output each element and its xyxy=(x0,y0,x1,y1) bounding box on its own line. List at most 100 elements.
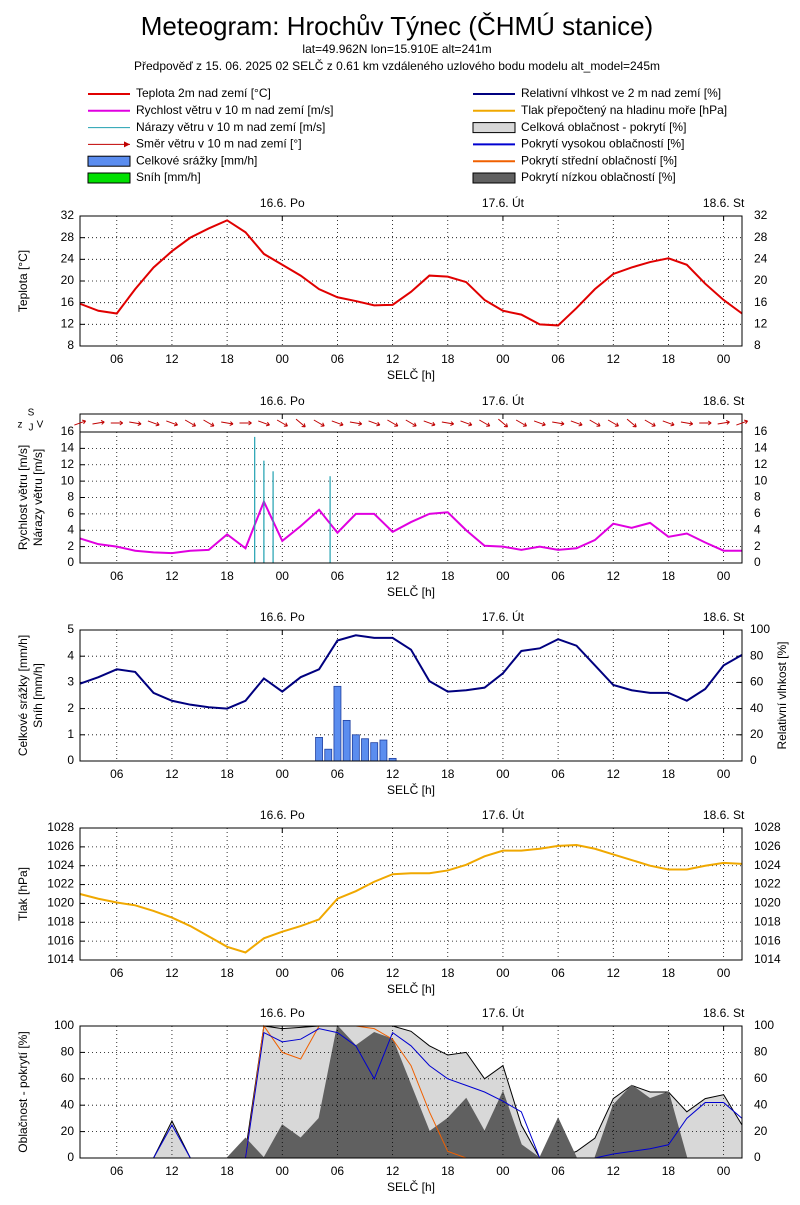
panel: Celkové srážky [mm/h] Sníh [mm/h] Relativn… xyxy=(16,609,789,797)
y-tick-label-right: 20 xyxy=(754,273,768,287)
x-tick-label: 18 xyxy=(220,1164,234,1178)
x-tick-label: 00 xyxy=(496,1164,510,1178)
line xyxy=(79,843,743,954)
y-tick-label-right: 4 xyxy=(754,522,761,536)
wind-arrow xyxy=(515,419,527,427)
wind-arrow xyxy=(405,419,417,427)
x-tick-label: 00 xyxy=(717,1164,731,1178)
x-axis-label: SELČ [h] xyxy=(387,584,435,599)
x-tick-label: 12 xyxy=(607,966,621,980)
legend-label: Nárazy větru v 10 m nad zemí [m/s] xyxy=(136,120,325,134)
x-tick-label: 18 xyxy=(662,569,676,583)
y2-tick-label: 40 xyxy=(750,701,764,715)
location: lat=49.962N lon=15.910E alt=241m xyxy=(302,42,491,56)
y-tick-label: 16 xyxy=(61,424,75,438)
wind-arrow xyxy=(570,420,583,427)
day-label: 18.6. St xyxy=(703,808,745,822)
y-tick-label: 1026 xyxy=(47,839,74,853)
x-tick-label: 12 xyxy=(386,352,400,366)
x-tick-label: 06 xyxy=(110,966,124,980)
area-fill xyxy=(80,1026,742,1158)
x-tick-label: 18 xyxy=(441,966,455,980)
wind-arrow xyxy=(313,419,325,427)
y-tick-label-right: 16 xyxy=(754,424,768,438)
wind-arrow xyxy=(295,418,306,428)
direction-label: J xyxy=(29,423,34,434)
y-tick-label: 1 xyxy=(67,727,74,741)
bar xyxy=(324,748,333,762)
x-tick-label: 06 xyxy=(551,767,565,781)
y-tick-label: 0 xyxy=(67,753,74,767)
y2-tick-label: 100 xyxy=(750,622,770,636)
y-tick-label-right: 8 xyxy=(754,490,761,504)
y-tick-label: 14 xyxy=(61,441,75,455)
y-tick-label-right: 16 xyxy=(754,295,768,309)
y-tick-label-right: 1028 xyxy=(754,820,781,834)
legend-label: Směr větru v 10 m nad zemí [°] xyxy=(136,137,302,151)
x-tick-label: 00 xyxy=(717,352,731,366)
plot-frame xyxy=(79,827,743,961)
y-tick-label: 100 xyxy=(54,1018,74,1032)
day-label: 16.6. Po xyxy=(260,808,305,822)
wind-arrow xyxy=(662,420,675,427)
y-tick-label: 1014 xyxy=(47,952,74,966)
wind-arrow xyxy=(736,419,749,426)
wind-arrow xyxy=(479,419,491,427)
wind-arrow xyxy=(644,419,656,427)
x-tick-label: 12 xyxy=(386,767,400,781)
legend-swatch xyxy=(472,172,516,184)
x-tick-label: 06 xyxy=(110,1164,124,1178)
bar xyxy=(351,734,360,762)
x-tick-label: 12 xyxy=(165,966,179,980)
wind-arrow xyxy=(331,420,344,427)
bar xyxy=(333,685,342,762)
y-tick-label-right: 0 xyxy=(754,1150,761,1164)
legend-label: Tlak přepočtený na hladinu moře [hPa] xyxy=(521,103,727,117)
y-tick-label: 1020 xyxy=(47,896,74,910)
day-label: 17.6. Út xyxy=(482,807,525,822)
day-label: 16.6. Po xyxy=(260,394,305,408)
day-label: 18.6. St xyxy=(703,610,745,624)
x-tick-label: 12 xyxy=(607,767,621,781)
legend-label: Celková oblačnost - pokrytí [%] xyxy=(521,120,686,134)
x-tick-label: 06 xyxy=(551,966,565,980)
x-tick-label: 06 xyxy=(331,352,345,366)
x-tick-label: 12 xyxy=(607,352,621,366)
x-tick-label: 06 xyxy=(551,352,565,366)
y-tick-label: 10 xyxy=(61,473,75,487)
y-axis-label: Teplota [°C] xyxy=(16,250,30,312)
y-tick-label: 1016 xyxy=(47,933,74,947)
wind-arrow xyxy=(498,418,509,428)
y-axis-label: Sníh [mm/h] xyxy=(31,663,45,728)
x-tick-label: 06 xyxy=(331,569,345,583)
wind-arrow xyxy=(460,420,473,427)
x-tick-label: 00 xyxy=(496,767,510,781)
wind-arrow xyxy=(387,419,399,427)
x-tick-label: 18 xyxy=(441,569,455,583)
x-tick-label: 06 xyxy=(551,1164,565,1178)
y-tick-label: 8 xyxy=(67,490,74,504)
x-tick-label: 00 xyxy=(276,767,290,781)
wind-arrow xyxy=(166,420,178,427)
y-tick-label-right: 1024 xyxy=(754,858,781,872)
y-tick-label-right: 60 xyxy=(754,1071,768,1085)
y2-tick-label: 80 xyxy=(750,648,764,662)
legend-label: Relativní vlhkost ve 2 m nad zemí [%] xyxy=(521,86,721,100)
x-tick-label: 12 xyxy=(165,767,179,781)
y-tick-label-right: 1016 xyxy=(754,933,781,947)
y-tick-label: 1022 xyxy=(47,877,74,891)
plot-frame xyxy=(79,215,743,347)
x-tick-label: 12 xyxy=(607,569,621,583)
y-tick-label-right: 10 xyxy=(754,473,768,487)
y2-tick-label: 60 xyxy=(750,675,764,689)
y-tick-label: 2 xyxy=(67,701,74,715)
y-tick-label: 5 xyxy=(67,622,74,636)
y-tick-label: 6 xyxy=(67,506,74,520)
y-tick-label-right: 0 xyxy=(754,555,761,569)
day-label: 17.6. Út xyxy=(482,1005,525,1020)
wind-arrow xyxy=(239,420,252,426)
x-tick-label: 06 xyxy=(110,767,124,781)
wind-arrow xyxy=(607,419,619,427)
line xyxy=(79,634,743,710)
